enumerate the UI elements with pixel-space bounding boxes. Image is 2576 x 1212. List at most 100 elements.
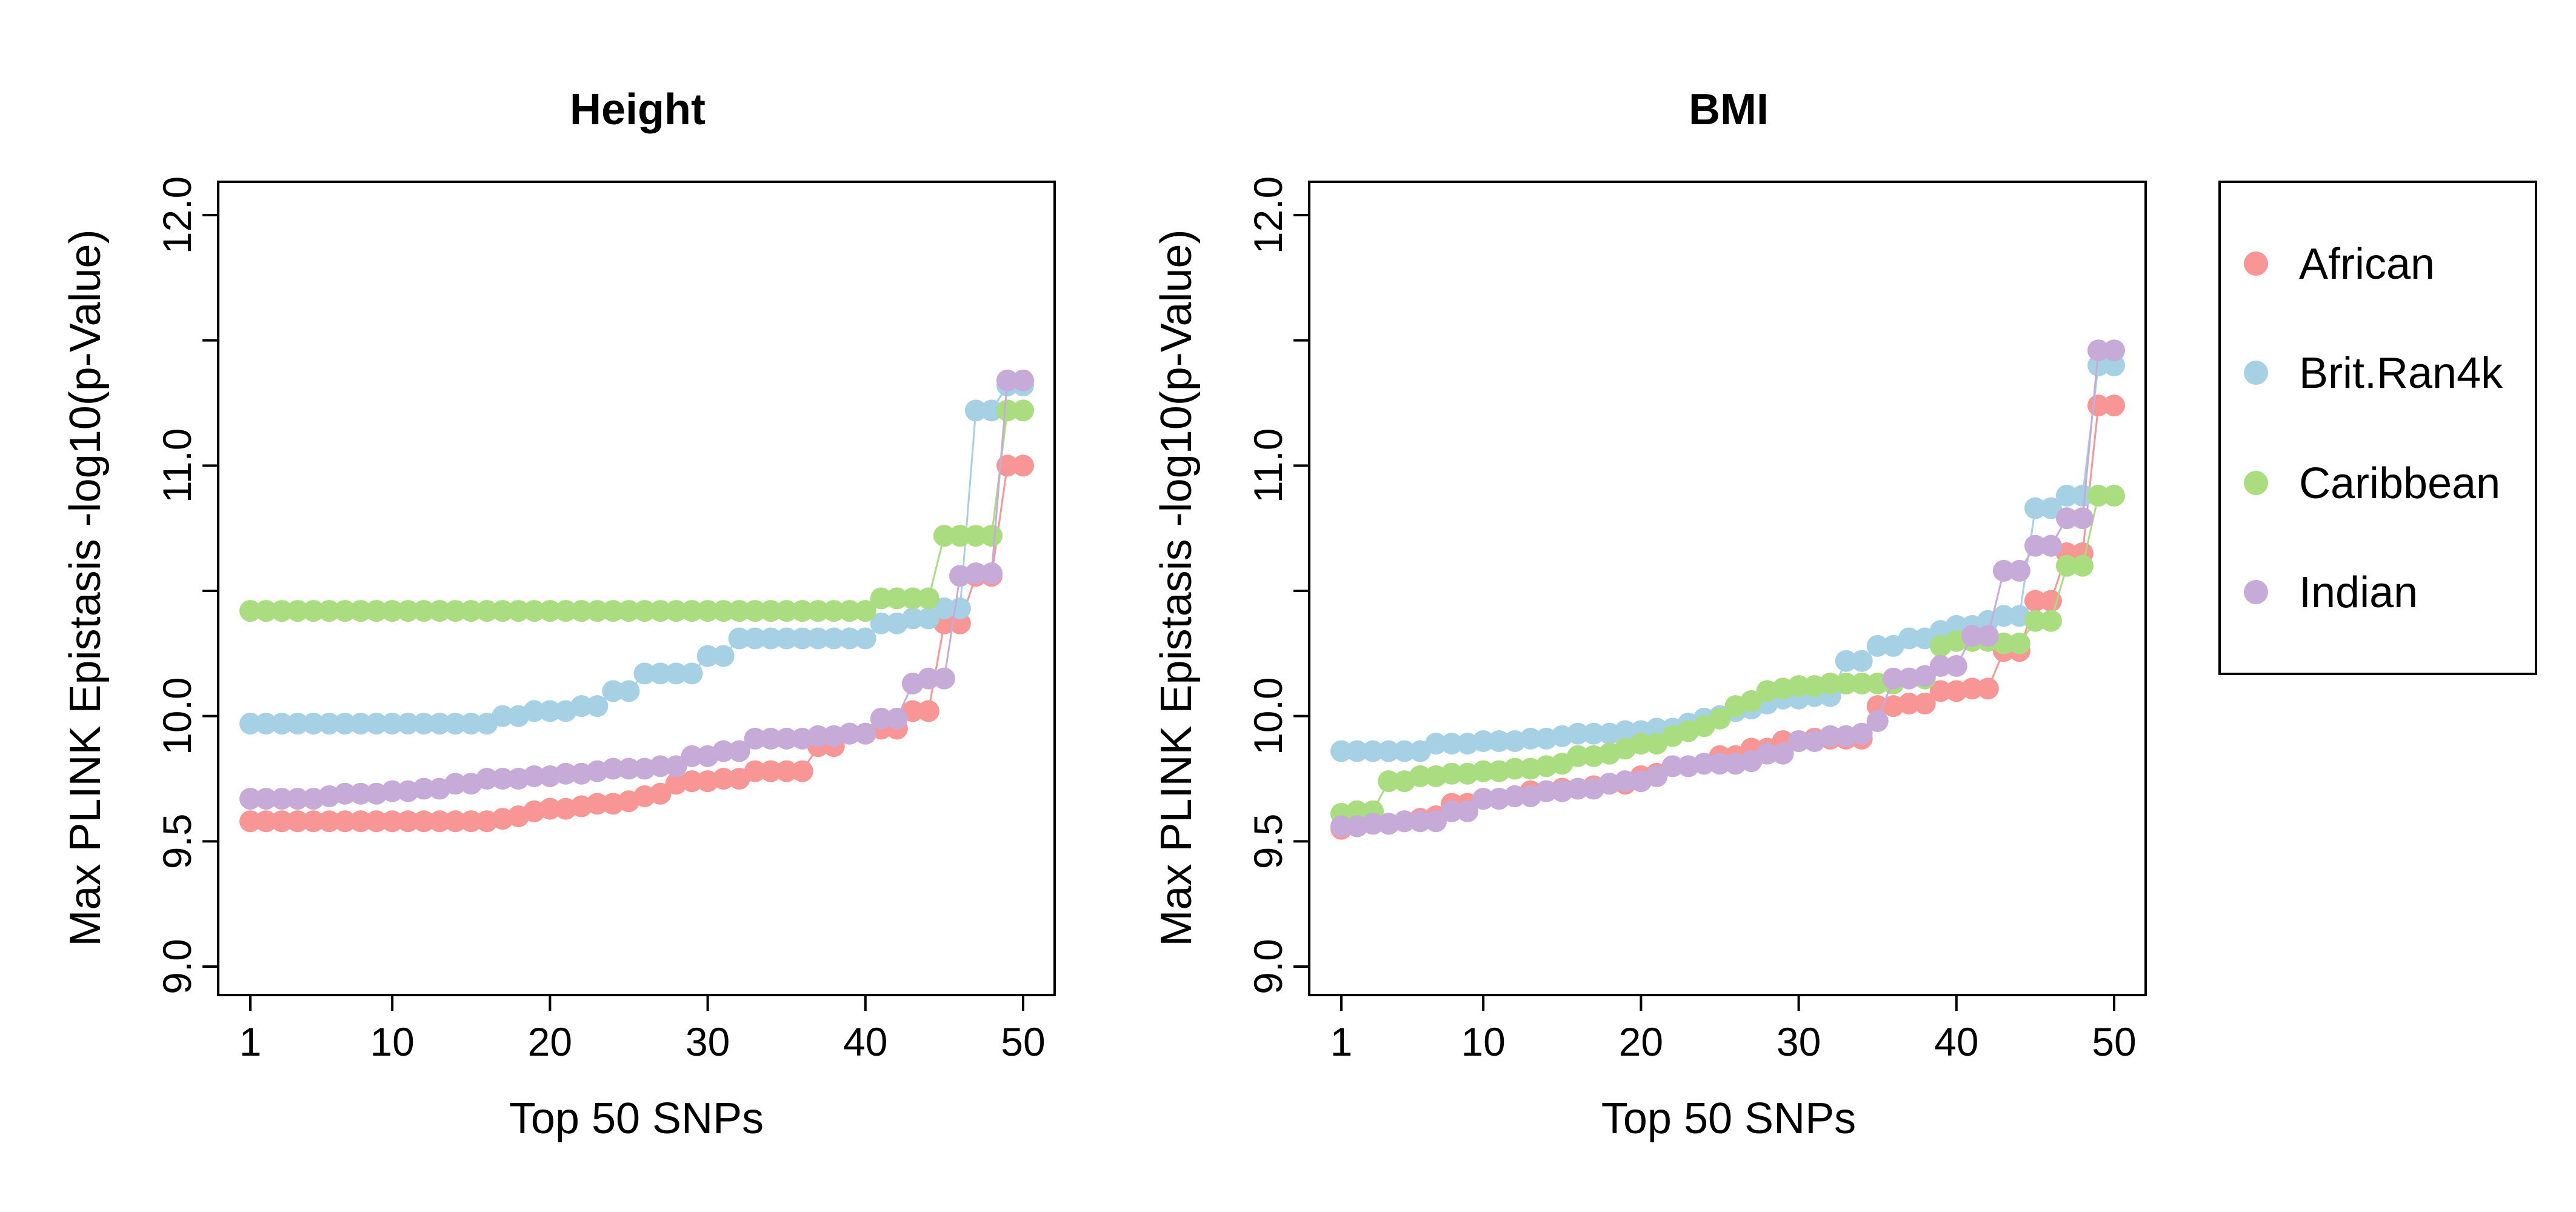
- panel-bmi-point-african: [2103, 395, 2125, 417]
- panel-height-point-indian: [618, 758, 640, 780]
- panel-bmi-point-african: [1961, 678, 1983, 700]
- panel-bmi-point-caribbean: [2008, 632, 2030, 654]
- panel-bmi-point-brit-ran4k: [2071, 484, 2094, 507]
- panel-bmi-point-indian: [1787, 730, 1810, 752]
- panel-height-point-caribbean: [886, 587, 908, 610]
- panel-bmi-point-brit-ran4k: [1441, 733, 1463, 755]
- panel-bmi-point-brit-ran4k: [1945, 614, 1967, 637]
- panel-bmi-point-african: [2024, 590, 2046, 612]
- panel-height-point-caribbean: [239, 600, 261, 622]
- panel-height-point-caribbean: [555, 600, 577, 622]
- panel-height-point-brit-ran4k: [539, 700, 561, 722]
- panel-height-point-brit-ran4k: [444, 713, 467, 735]
- panel-height-point-indian: [870, 707, 892, 730]
- panel-bmi-y-tick-label: 9.0: [1246, 939, 1290, 994]
- panel-height-point-brit-ran4k: [870, 612, 892, 634]
- panel-bmi-y-tick-label: 10.0: [1246, 677, 1290, 754]
- panel-bmi-y-axis-label: Max PLINK Epistasis -log10(p-Value): [1152, 229, 1201, 946]
- panel-bmi-point-brit-ran4k: [1362, 740, 1384, 762]
- panel-height-point-brit-ran4k: [602, 680, 624, 702]
- panel-bmi-point-african: [1866, 695, 1889, 718]
- panel-bmi-point-indian: [1819, 725, 1841, 747]
- panel-bmi-point-caribbean: [1740, 690, 1763, 712]
- panel-bmi-plot-area: [1308, 181, 2147, 996]
- panel-height-point-brit-ran4k: [807, 627, 829, 650]
- legend-label-caribbean: Caribbean: [2299, 459, 2500, 508]
- panel-height-point-caribbean: [413, 600, 435, 622]
- panel-height-point-african: [460, 810, 482, 833]
- panel-bmi-point-brit-ran4k: [1488, 730, 1510, 752]
- panel-height-point-brit-ran4k: [381, 713, 404, 735]
- panel-bmi-point-caribbean: [1378, 770, 1400, 793]
- panel-height-point-brit-ran4k: [413, 713, 435, 735]
- panel-height-point-indian: [287, 788, 309, 810]
- panel-height-point-indian: [239, 788, 261, 810]
- panel-bmi-point-brit-ran4k: [1330, 740, 1352, 762]
- panel-bmi-point-brit-ran4k: [1472, 730, 1495, 752]
- panel-bmi-point-caribbean: [1472, 760, 1495, 782]
- panel-bmi-point-indian: [1882, 667, 1904, 690]
- panel-height-series-layer: [239, 369, 1034, 833]
- panel-height-point-indian: [933, 667, 955, 690]
- panel-height-point-brit-ran4k: [964, 399, 987, 422]
- panel-height-point-indian: [980, 562, 1003, 585]
- panel-height-point-brit-ran4k: [696, 645, 719, 667]
- panel-height-point-african: [917, 700, 939, 722]
- panel-height-x-tick-label: 40: [843, 1019, 887, 1064]
- panel-height-point-caribbean: [444, 600, 467, 622]
- panel-bmi-point-brit-ran4k: [2103, 355, 2125, 376]
- panel-height-y-axis-label: Max PLINK Epistasis -log10(p-Value): [61, 229, 110, 946]
- panel-bmi-point-caribbean: [1709, 707, 1731, 730]
- panel-bmi-point-african: [1914, 693, 1936, 714]
- panel-bmi-point-indian: [1977, 625, 1999, 647]
- panel-height-series-caribbean: [239, 399, 1034, 622]
- panel-bmi-point-indian: [2055, 507, 2078, 530]
- panel-height-point-caribbean: [618, 600, 640, 622]
- panel-bmi-point-indian: [2040, 534, 2062, 557]
- panel-height-point-caribbean: [823, 600, 845, 622]
- panel-height-point-brit-ran4k: [334, 713, 356, 735]
- panel-bmi-point-indian: [1535, 780, 1558, 802]
- panel-height-point-brit-ran4k: [586, 695, 609, 718]
- legend: African Brit.Ran4k Caribbean Indian: [2218, 181, 2537, 675]
- legend-label-indian: Indian: [2299, 568, 2418, 617]
- panel-bmi-point-indian: [1914, 665, 1936, 687]
- legend-marker-caribbean: [2244, 471, 2268, 495]
- panel-height-point-brit-ran4k: [460, 713, 482, 735]
- panel-height-x-axis-label: Top 50 SNPs: [509, 1094, 764, 1143]
- panel-bmi-title: BMI: [1689, 85, 1769, 134]
- panel-height-point-caribbean: [1012, 399, 1034, 422]
- panel-height-point-caribbean: [838, 600, 861, 622]
- panel-height-point-indian: [334, 782, 356, 805]
- panel-height-point-african: [1012, 454, 1034, 477]
- panel-height-point-indian: [476, 768, 498, 790]
- panel-bmi-x-axis-label: Top 50 SNPs: [1601, 1094, 1856, 1143]
- panel-height-point-caribbean: [712, 600, 735, 622]
- panel-height-point-caribbean: [870, 587, 892, 610]
- panel-bmi-point-caribbean: [2055, 554, 2078, 577]
- panel-height-point-caribbean: [933, 525, 955, 547]
- panel-height-point-brit-ran4k: [712, 645, 735, 667]
- panel-height-point-caribbean: [775, 600, 798, 622]
- panel-bmi: BMI 1 10 20 30 40 50 9.0 9.5 10.0 11.0 12.0 Top 5…: [1152, 85, 2147, 1143]
- panel-height-point-caribbean: [901, 587, 924, 610]
- panel-height-point-indian: [492, 768, 514, 790]
- panel-height-point-indian: [271, 788, 293, 810]
- panel-height-point-caribbean: [744, 600, 766, 622]
- panel-bmi-point-indian: [1709, 753, 1731, 775]
- panel-height-point-caribbean: [949, 525, 971, 547]
- panel-bmi-point-indian: [1992, 559, 2015, 582]
- panel-bmi-point-indian: [1425, 810, 1447, 833]
- panel-bmi-point-indian: [1441, 800, 1463, 822]
- panel-height-point-caribbean: [318, 600, 341, 622]
- panel-height-point-brit-ran4k: [365, 713, 388, 735]
- panel-height-point-caribbean: [602, 600, 624, 622]
- panel-bmi-point-indian: [2024, 534, 2046, 557]
- panel-height-point-african: [429, 810, 451, 833]
- panel-height-line-caribbean: [250, 409, 1023, 612]
- panel-height-point-brit-ran4k: [980, 399, 1003, 422]
- panel-height-point-brit-ran4k: [271, 713, 293, 735]
- panel-height-point-indian: [917, 667, 939, 690]
- panel-height-point-caribbean: [476, 600, 498, 622]
- panel-height-point-indian: [886, 707, 908, 730]
